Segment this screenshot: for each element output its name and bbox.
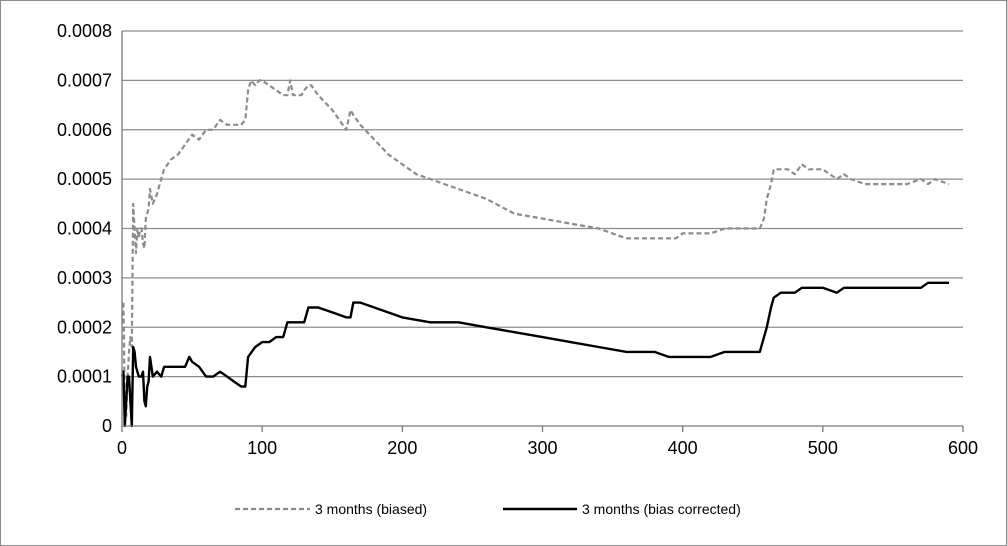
y-tick-label: 0.0002 — [57, 317, 112, 337]
legend: 3 months (biased) 3 months (bias correcte… — [235, 501, 741, 517]
series-layer — [120, 79, 950, 428]
x-tick-label: 200 — [387, 438, 417, 458]
series-line-biased — [122, 79, 950, 418]
y-tick-label: 0.0006 — [57, 120, 112, 140]
y-tick-label: 0.0008 — [57, 21, 112, 41]
y-tick-label: 0.0003 — [57, 268, 112, 288]
x-tick-label: 0 — [117, 438, 127, 458]
x-tick-label: 400 — [668, 438, 698, 458]
gridlines — [122, 30, 963, 378]
y-tick-label: 0.0004 — [57, 219, 112, 239]
series-line-bias-corrected — [120, 281, 949, 428]
y-tick-label: 0.0005 — [57, 169, 112, 189]
y-tick-label: 0 — [102, 416, 112, 436]
x-tick-label: 300 — [527, 438, 557, 458]
y-tick-label: 0.0007 — [57, 70, 112, 90]
legend-label: 3 months (bias corrected) — [582, 501, 741, 517]
legend-label: 3 months (biased) — [315, 501, 427, 517]
y-tick-label: 0.0001 — [57, 367, 112, 387]
x-tick-label: 600 — [948, 438, 978, 458]
axes — [121, 31, 964, 432]
tick-labels: 0 0.0001 0.0002 0.0003 0.0004 0.0005 0.0006 0.0… — [57, 21, 978, 458]
x-tick-label: 100 — [247, 438, 277, 458]
x-tick-label: 500 — [808, 438, 838, 458]
